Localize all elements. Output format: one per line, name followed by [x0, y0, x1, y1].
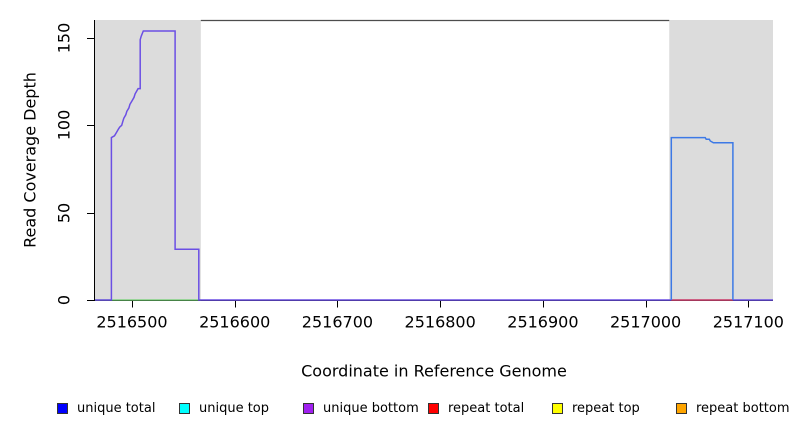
y-tick-label: 50	[54, 202, 74, 223]
repeat-region-right-shading	[669, 20, 773, 300]
series-unique-coverage-right-blue	[670, 136, 734, 300]
y-tick-label: 0	[54, 294, 74, 306]
x-tick-label: 2516500	[96, 312, 168, 332]
series-unique-coverage-left-and-baseline	[95, 30, 773, 301]
x-tick-label: 2516600	[199, 312, 271, 332]
y-tick-label: 100	[54, 110, 74, 141]
x-tick-label: 2516900	[507, 312, 579, 332]
plot-area-background	[95, 20, 773, 300]
x-tick-label: 2517000	[609, 312, 682, 332]
y-tick-label: 150	[54, 22, 74, 54]
x-tick-label: 2516700	[301, 312, 374, 332]
repeat-region-left-shading	[95, 20, 201, 300]
x-tick-label: 2516800	[404, 312, 476, 332]
x-tick-label: 2517100	[712, 312, 784, 332]
y-axis-title: Read Coverage Depth	[20, 72, 40, 248]
x-axis-title: Coordinate in Reference Genome	[301, 361, 567, 381]
